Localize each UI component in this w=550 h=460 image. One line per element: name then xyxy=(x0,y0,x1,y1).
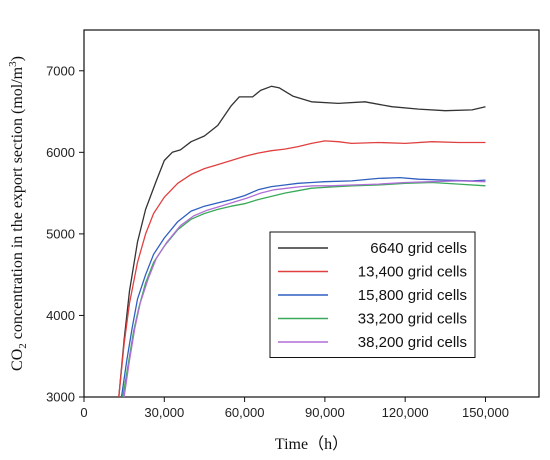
x-tick-label: 60,000 xyxy=(225,405,265,420)
legend-label: 33,200 grid cells xyxy=(358,311,467,328)
legend-label: 38,200 grid cells xyxy=(358,334,467,351)
x-tick-label: 120,000 xyxy=(382,405,429,420)
y-axis-title-prefix: CO xyxy=(9,349,26,371)
y-axis-title-superscript: 3 xyxy=(7,61,19,67)
y-tick-label: 3000 xyxy=(46,390,75,405)
y-tick-label: 4000 xyxy=(46,308,75,323)
series-line-5 xyxy=(123,180,486,398)
x-tick-label: 150,000 xyxy=(462,405,509,420)
legend-label: 13,400 grid cells xyxy=(358,264,467,281)
y-axis-title-end: ) xyxy=(9,56,26,61)
y-axis-title-subscript: 2 xyxy=(17,343,29,349)
x-tick-label: 0 xyxy=(80,405,87,420)
y-axis-title: CO2 concentration in the export section … xyxy=(7,56,29,371)
series-lines xyxy=(118,85,486,398)
legend-label: 15,800 grid cells xyxy=(358,287,467,304)
x-tick-label: 30,000 xyxy=(144,405,184,420)
legend: 6640 grid cells 13,400 grid cells 15,800 g… xyxy=(269,231,476,358)
y-tick-label: 6000 xyxy=(46,145,75,160)
x-tick-label: 90,000 xyxy=(305,405,345,420)
series-line-2 xyxy=(118,140,486,398)
y-axis-title-main: concentration in the export section (mol… xyxy=(9,66,26,343)
y-tick-label: 5000 xyxy=(46,226,75,241)
plot-area-frame xyxy=(83,29,540,398)
series-line-3 xyxy=(120,176,486,398)
axis-ticks: 0 30,000 60,000 90,000 120,000 150,000 3000 400… xyxy=(46,63,509,420)
y-tick-label: 7000 xyxy=(46,63,75,78)
legend-label: 6640 grid cells xyxy=(370,240,467,257)
series-line-4 xyxy=(122,181,486,398)
x-axis-title: Time（h） xyxy=(275,435,348,453)
series-line-1 xyxy=(118,85,486,398)
